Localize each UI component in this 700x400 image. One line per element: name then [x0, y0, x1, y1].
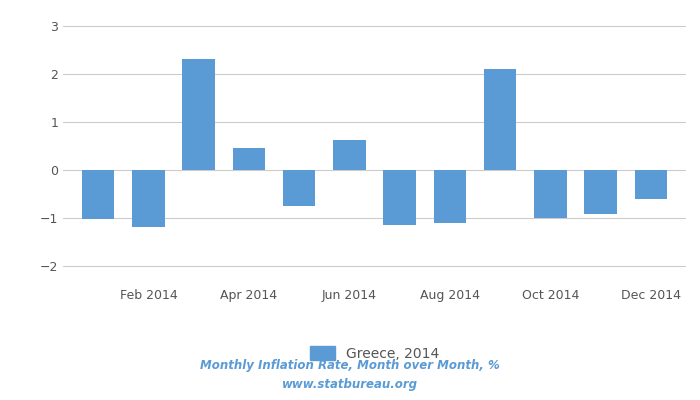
Bar	[132, 170, 164, 227]
Bar	[333, 140, 365, 170]
Text: www.statbureau.org: www.statbureau.org	[282, 378, 418, 391]
Bar	[182, 59, 215, 170]
Text: Monthly Inflation Rate, Month over Month, %: Monthly Inflation Rate, Month over Month…	[200, 360, 500, 372]
Bar	[534, 170, 567, 218]
Bar	[584, 170, 617, 214]
Bar	[82, 170, 115, 219]
Legend: Greece, 2014: Greece, 2014	[310, 346, 439, 361]
Bar	[634, 170, 667, 199]
Bar	[433, 170, 466, 222]
Bar	[384, 170, 416, 225]
Bar	[232, 148, 265, 170]
Bar	[484, 70, 517, 170]
Bar	[283, 170, 316, 206]
